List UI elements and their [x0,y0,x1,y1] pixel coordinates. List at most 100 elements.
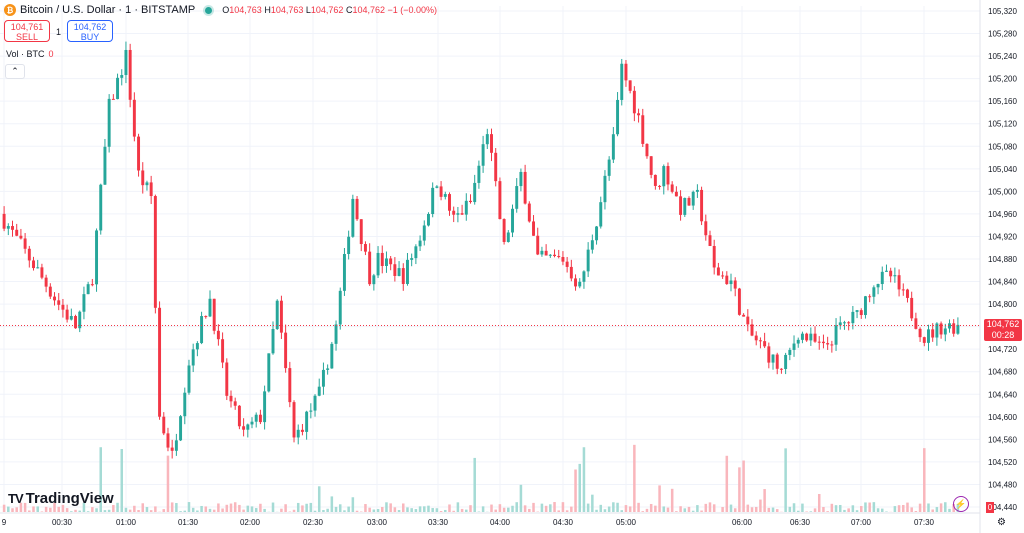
candle-body [813,333,817,342]
volume-bar [456,502,460,512]
chevron-up-icon[interactable]: ⌃ [5,64,25,79]
candle-body [95,230,99,285]
volume-bar [708,502,712,512]
volume-bar [95,508,98,512]
volume-bar [292,509,296,512]
volume-bar [431,508,434,512]
volume-bar [725,455,729,512]
x-tick-label: 06:00 [732,518,753,527]
volume-bar [389,503,392,512]
candle-body [74,316,78,329]
candle-body [948,323,951,329]
buy-button[interactable]: 104,762 BUY [67,20,113,42]
volume-bar [528,508,531,512]
volume-bar [540,503,544,512]
volume-bar [637,502,640,512]
candle-body [389,258,393,265]
volume-bar [729,504,733,512]
symbol-title[interactable]: Bitcoin / U.S. Dollar · 1 · BITSTAMP [20,4,196,16]
volume-bar [591,494,594,512]
volume-bar [586,503,590,512]
candle-body [372,275,376,285]
volume-bar [876,508,880,512]
candle-body [225,362,229,396]
candle-body [334,324,338,344]
y-tick-label: 104,680 [988,368,1017,377]
volume-bar [910,507,913,512]
volume-bar [410,508,413,512]
volume-bar [309,502,313,512]
candle-body [691,191,695,206]
candle-body [826,343,830,345]
volume-legend: Vol · BTC 0 [6,49,54,59]
volume-bar [103,510,107,512]
volume-bar [544,505,548,512]
candle-body [477,165,481,183]
volume-bar [582,447,586,512]
candle-body [809,333,813,341]
candle-body [779,368,783,370]
candle-body [326,368,330,370]
candle-body [174,440,178,451]
candle-body [721,275,725,277]
price-change: −1 (−0.00%) [387,5,438,15]
x-tick-label: 07:30 [914,518,935,527]
candle-body [876,284,880,288]
volume-bar [469,505,472,512]
candle-body [788,349,792,355]
candle-body [763,341,767,347]
volume-bar [280,508,283,512]
candle-body [754,335,758,341]
candle-body [141,170,145,186]
candle-body [275,300,279,330]
volume-bar [868,502,871,512]
volume-bar [418,506,422,512]
candle-body [19,235,23,239]
volume-bar [149,510,153,512]
order-quantity[interactable]: 1 [56,27,62,37]
candle-body [498,181,502,220]
lightning-icon[interactable]: ⚡ [953,496,969,512]
candle-body [23,238,27,249]
x-tick-label: 01:00 [116,518,137,527]
volume-bar [599,504,603,512]
volume-bar [658,485,661,512]
volume-bar [44,506,48,512]
candle-body [448,194,451,211]
candle-body [662,166,666,187]
candle-body [847,322,851,324]
volume-bar [662,506,666,512]
candle-body [569,266,573,279]
y-tick-label: 105,040 [988,165,1017,174]
candle-body [784,354,788,369]
candle-body [263,391,267,423]
candle-body [817,341,821,343]
candle-body [78,311,82,329]
volume-bar [746,504,750,512]
candle-body [645,143,649,157]
volume-bar [481,506,485,512]
volume-bar [881,508,884,512]
gear-icon[interactable]: ⚙ [997,517,1006,528]
volume-bar [40,511,44,512]
candle-body [452,210,456,215]
volume-bar [931,509,934,512]
candle-body [82,294,86,312]
candle-body [317,386,321,396]
volume-bar [259,503,262,512]
volume-bar [775,509,779,512]
volume-bar [86,511,90,512]
candle-body [439,186,443,197]
sell-button[interactable]: 104,761 SELL [4,20,50,42]
y-tick-label: 105,000 [988,187,1017,196]
candle-body [544,250,548,256]
volume-bar [246,505,250,512]
volume-bar [124,507,128,512]
candle-body [347,236,351,255]
volume-bar [511,505,514,512]
x-tick-label: 06:30 [790,518,811,527]
candle-body [313,395,317,411]
volume-bar [561,502,565,512]
y-tick-label: 104,800 [988,300,1017,309]
